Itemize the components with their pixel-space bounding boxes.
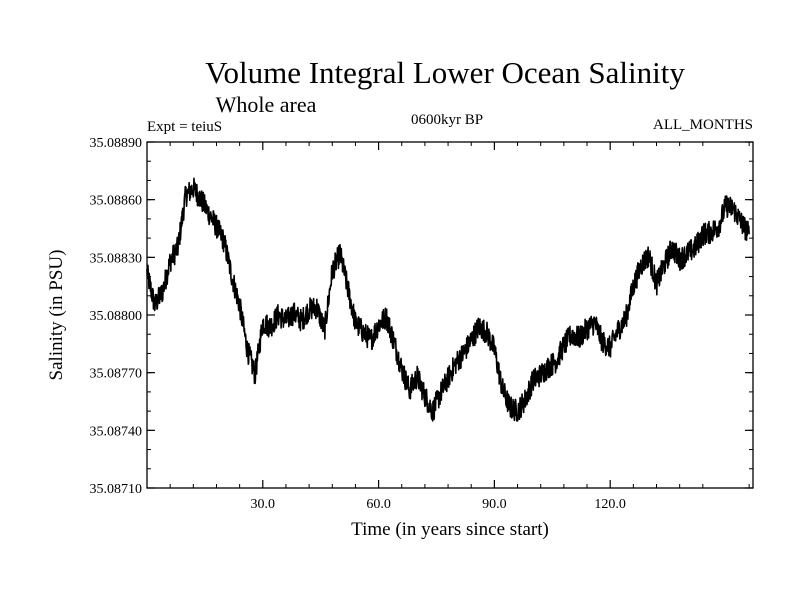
- y-axis-label: Salinity (in PSU): [46, 250, 67, 381]
- x-tick-label: 60.0: [366, 497, 391, 512]
- y-tick-label: 35.08830: [90, 251, 143, 266]
- months-label: ALL_MONTHS: [653, 117, 753, 133]
- x-tick-label: 120.0: [594, 497, 626, 512]
- y-tick-label: 35.08800: [90, 309, 143, 324]
- y-tick-label: 35.08770: [90, 367, 143, 382]
- y-tick-label: 35.08860: [90, 194, 143, 209]
- y-tick-label: 35.08890: [90, 136, 143, 151]
- salinity-series-line: [146, 177, 750, 422]
- experiment-label: Expt = teiuS: [147, 119, 222, 135]
- y-axis: 35.08710 35.08740 35.08770 35.08800 35.08830…: [90, 136, 753, 497]
- y-tick-label: 35.08740: [90, 424, 143, 439]
- x-axis: 30.0 60.0 90.0 120.0: [169, 142, 750, 512]
- plot-area: 35.08710 35.08740 35.08770 35.08800 35.08830…: [90, 136, 754, 512]
- chart-subtitle: Whole area: [216, 92, 317, 117]
- y-tick-label: 35.08710: [90, 482, 143, 497]
- chart-title: Volume Integral Lower Ocean Salinity: [205, 55, 685, 90]
- x-tick-label: 90.0: [482, 497, 507, 512]
- period-label: 0600kyr BP: [411, 112, 483, 128]
- x-tick-label: 30.0: [251, 497, 276, 512]
- plot-frame: [146, 141, 754, 489]
- x-axis-label: Time (in years since start): [351, 519, 549, 540]
